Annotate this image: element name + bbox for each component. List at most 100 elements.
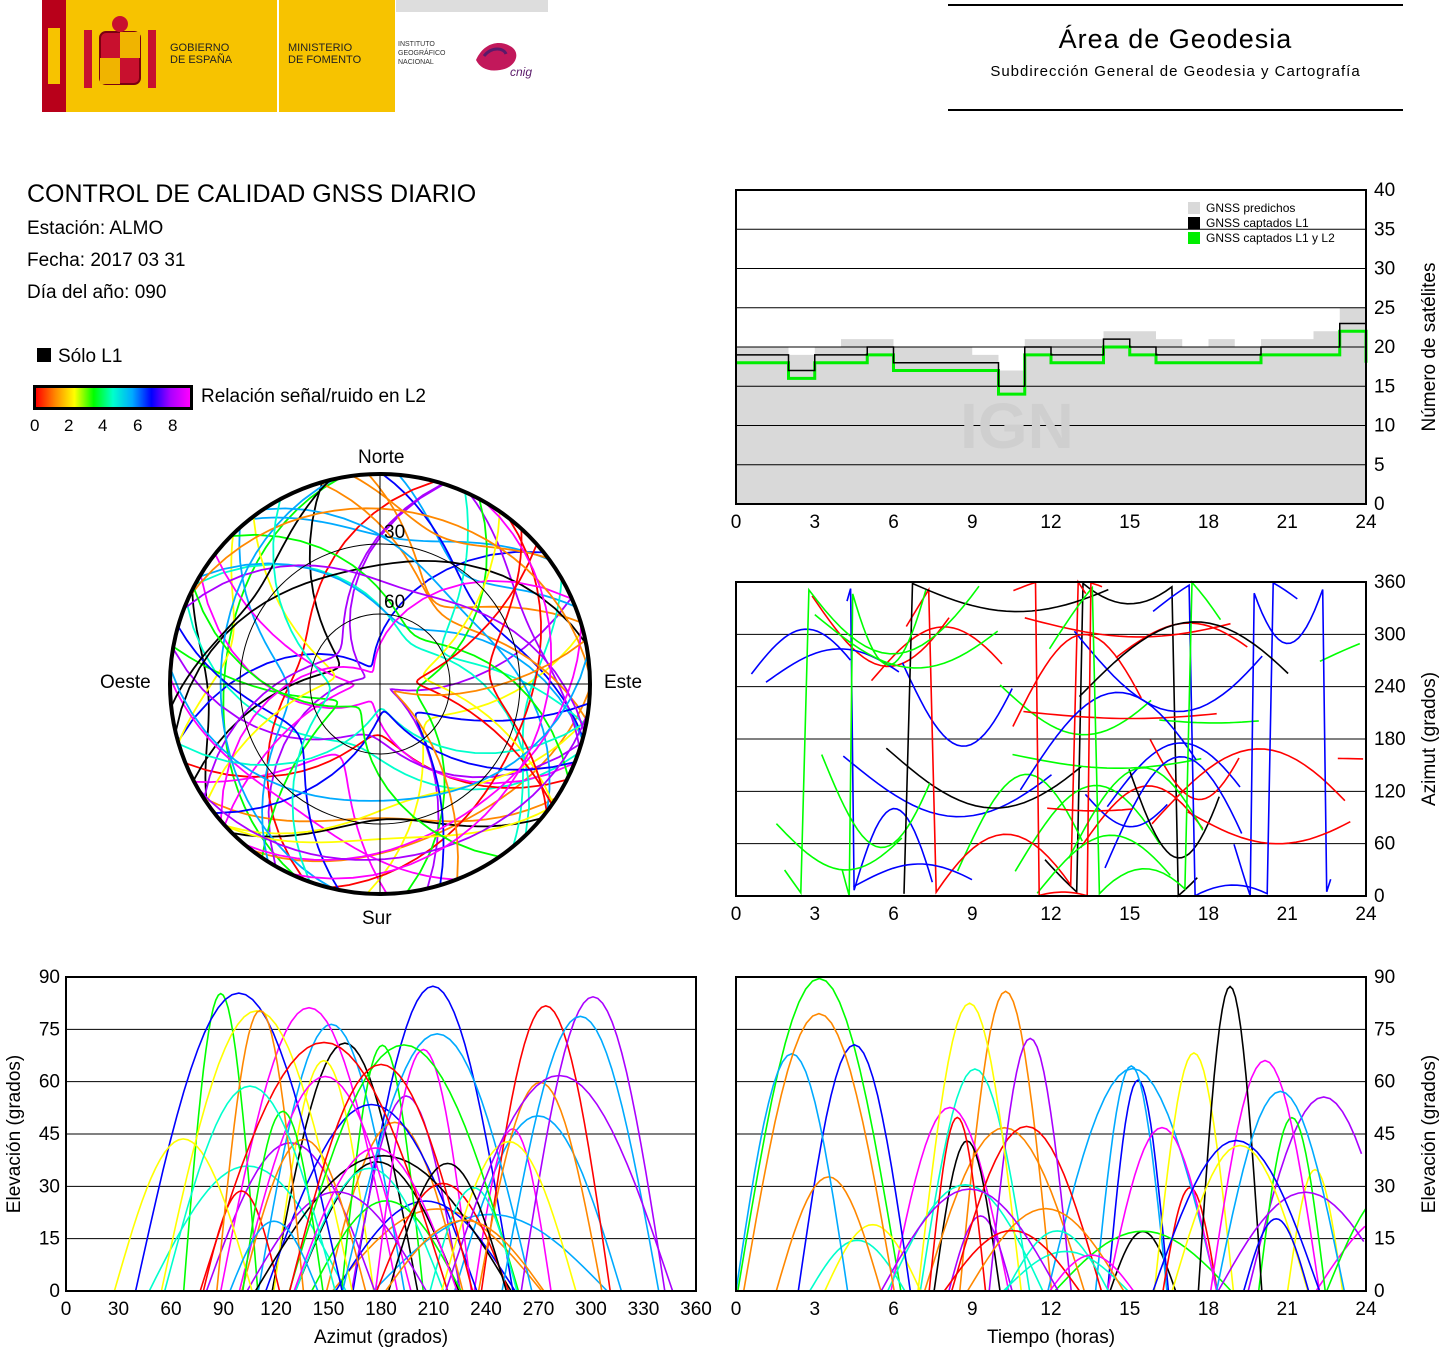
elevation-time-track bbox=[1002, 1250, 1129, 1292]
azimuth-track bbox=[1073, 630, 1263, 713]
y-tick-label: 0 bbox=[1374, 494, 1385, 515]
y-tick-label: 40 bbox=[1374, 180, 1395, 201]
x-tick-label: 3 bbox=[809, 512, 820, 533]
y-tick-label: 30 bbox=[1374, 1176, 1395, 1197]
elevation-time-track bbox=[943, 1229, 1081, 1292]
azimuth-track bbox=[905, 579, 1087, 895]
legend-swatch-l1 bbox=[1188, 217, 1200, 229]
elevation-time-x-label: Tiempo (horas) bbox=[987, 1327, 1115, 1348]
azimuth-track bbox=[811, 595, 950, 668]
azimuth-time-chart: 0 60 120 180 240 300 360 0 3 6 9 12 15 18 21 24 Azimut… bbox=[731, 572, 1440, 925]
elevation-azimuth-track bbox=[199, 1041, 449, 1292]
x-tick-label: 15 bbox=[1119, 904, 1140, 925]
y-tick-label: 45 bbox=[39, 1124, 60, 1145]
area-subtitle: Subdirección General de Geodesia y Carto… bbox=[990, 63, 1361, 80]
elevation-azimuth-track bbox=[216, 1009, 305, 1292]
x-tick-label: 6 bbox=[888, 904, 899, 925]
y-tick-label: 15 bbox=[1374, 376, 1395, 397]
x-tick-label: 24 bbox=[1355, 904, 1377, 925]
skyplot-ring-label: 30 bbox=[384, 522, 405, 543]
elevation-time-track bbox=[1215, 1090, 1346, 1292]
satellites-x-ticks: 0 3 6 9 12 15 18 21 24 bbox=[731, 512, 1377, 533]
skyplot-track bbox=[249, 516, 550, 561]
x-tick-label: 9 bbox=[967, 1299, 978, 1320]
colorbar-tick: 6 bbox=[133, 416, 143, 435]
elevation-time-track bbox=[917, 1002, 1022, 1292]
y-tick-label: 300 bbox=[1374, 624, 1406, 645]
x-tick-label: 9 bbox=[967, 512, 978, 533]
elevation-azimuth-track bbox=[440, 1140, 577, 1292]
y-tick-label: 60 bbox=[1374, 1072, 1395, 1093]
elevation-azimuth-track bbox=[163, 1085, 336, 1292]
skyplot-south-label: Sur bbox=[362, 908, 392, 929]
elevation-azimuth-track bbox=[294, 1167, 445, 1292]
skyplot-track bbox=[267, 483, 445, 867]
elevation-azimuth-track bbox=[241, 1138, 367, 1292]
y-tick-label: 120 bbox=[1374, 781, 1406, 802]
elevation-time-track bbox=[1257, 1116, 1326, 1292]
x-tick-label: 0 bbox=[731, 1299, 742, 1320]
elevation-time-x-ticks: 0 3 6 9 12 15 18 21 24 bbox=[731, 1299, 1377, 1320]
skyplot-track bbox=[174, 559, 587, 733]
azimuth-track bbox=[1079, 785, 1204, 849]
elevation-azimuth-track bbox=[480, 1005, 611, 1292]
snr-colorbar bbox=[33, 385, 193, 410]
elevation-azimuth-frame bbox=[65, 976, 697, 1292]
skyplot-track bbox=[238, 527, 290, 862]
azimuth-track bbox=[903, 582, 1109, 894]
spain-coat-of-arms-icon bbox=[84, 16, 156, 88]
elevation-azimuth-track bbox=[246, 1190, 427, 1292]
ministerio-block bbox=[279, 0, 395, 112]
elevation-azimuth-track bbox=[352, 985, 514, 1292]
y-tick-label: 15 bbox=[1374, 1229, 1395, 1250]
y-tick-label: 0 bbox=[1374, 886, 1385, 907]
x-tick-label: 6 bbox=[888, 512, 899, 533]
x-tick-label: 120 bbox=[260, 1299, 292, 1320]
elevation-time-track bbox=[1325, 1207, 1367, 1292]
skyplot-track bbox=[351, 475, 549, 559]
x-tick-label: 21 bbox=[1277, 1299, 1298, 1320]
cnig-logo-icon: cnig bbox=[476, 42, 532, 79]
elevation-azimuth-track bbox=[242, 1110, 324, 1292]
colorbar-tick: 2 bbox=[64, 416, 74, 435]
azimuth-track bbox=[1012, 753, 1202, 769]
azimuth-time-frame bbox=[735, 581, 1367, 897]
series-line bbox=[736, 322, 1367, 387]
azimuth-track bbox=[1012, 633, 1142, 727]
skyplot-track bbox=[185, 734, 568, 789]
y-tick-label: 360 bbox=[1374, 572, 1406, 593]
skyplot-track bbox=[414, 702, 590, 886]
instituto-text: INSTITUTO GEOGRÁFICO NACIONAL bbox=[398, 41, 446, 66]
x-tick-label: 18 bbox=[1198, 1299, 1219, 1320]
azimuth-track bbox=[841, 589, 927, 896]
azimuth-track bbox=[1128, 769, 1220, 859]
x-tick-label: 30 bbox=[108, 1299, 129, 1320]
skyplot-north-label: Norte bbox=[358, 447, 404, 468]
skyplot-track bbox=[392, 639, 586, 880]
elevation-azimuth-track bbox=[335, 1200, 516, 1292]
elevation-time-track bbox=[1247, 1096, 1363, 1292]
legend-label: GNSS captados L1 y L2 bbox=[1206, 231, 1335, 245]
skyplot-east-label: Este bbox=[604, 672, 642, 693]
y-tick-label: 240 bbox=[1374, 677, 1406, 698]
y-tick-label: 180 bbox=[1374, 729, 1406, 750]
azimuth-track bbox=[1067, 766, 1204, 859]
elevation-time-track bbox=[1217, 1191, 1365, 1292]
elevation-time-track bbox=[737, 977, 902, 1292]
skyplot-track bbox=[194, 563, 531, 836]
azimuth-track bbox=[1024, 617, 1231, 638]
elevation-azimuth-track bbox=[372, 1213, 608, 1292]
snr-colorbar-label: Relación señal/ruido en L2 bbox=[201, 386, 426, 407]
azimuth-track bbox=[1149, 739, 1240, 801]
skyplot-track bbox=[251, 688, 590, 863]
colorbar-tick: 4 bbox=[98, 416, 108, 435]
x-tick-label: 24 bbox=[1355, 1299, 1377, 1320]
elevation-time-track bbox=[1054, 1230, 1232, 1292]
colorbar-tick: 8 bbox=[168, 416, 178, 435]
date-label: Fecha: 2017 03 31 bbox=[27, 250, 186, 271]
elevation-azimuth-track bbox=[202, 1190, 281, 1292]
skyplot-track bbox=[488, 528, 548, 812]
skyplot-track bbox=[230, 533, 570, 778]
elevation-azimuth-track bbox=[288, 1044, 520, 1292]
elevation-time-track bbox=[880, 1188, 1059, 1292]
